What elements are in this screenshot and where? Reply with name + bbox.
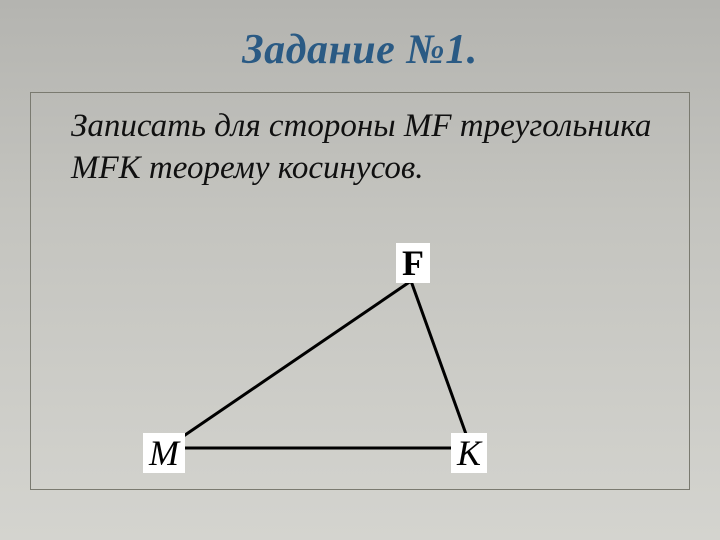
page-title: Задание №1. xyxy=(0,0,720,74)
vertex-label-K: K xyxy=(451,433,487,473)
vertex-label-F: F xyxy=(396,243,430,283)
triangle-shape xyxy=(166,281,471,448)
vertex-label-M: M xyxy=(143,433,185,473)
triangle-diagram: F M K xyxy=(111,243,561,473)
content-frame: Записать для стороны МF треугольника MFK… xyxy=(30,92,690,490)
task-text: Записать для стороны МF треугольника MFK… xyxy=(31,93,689,189)
